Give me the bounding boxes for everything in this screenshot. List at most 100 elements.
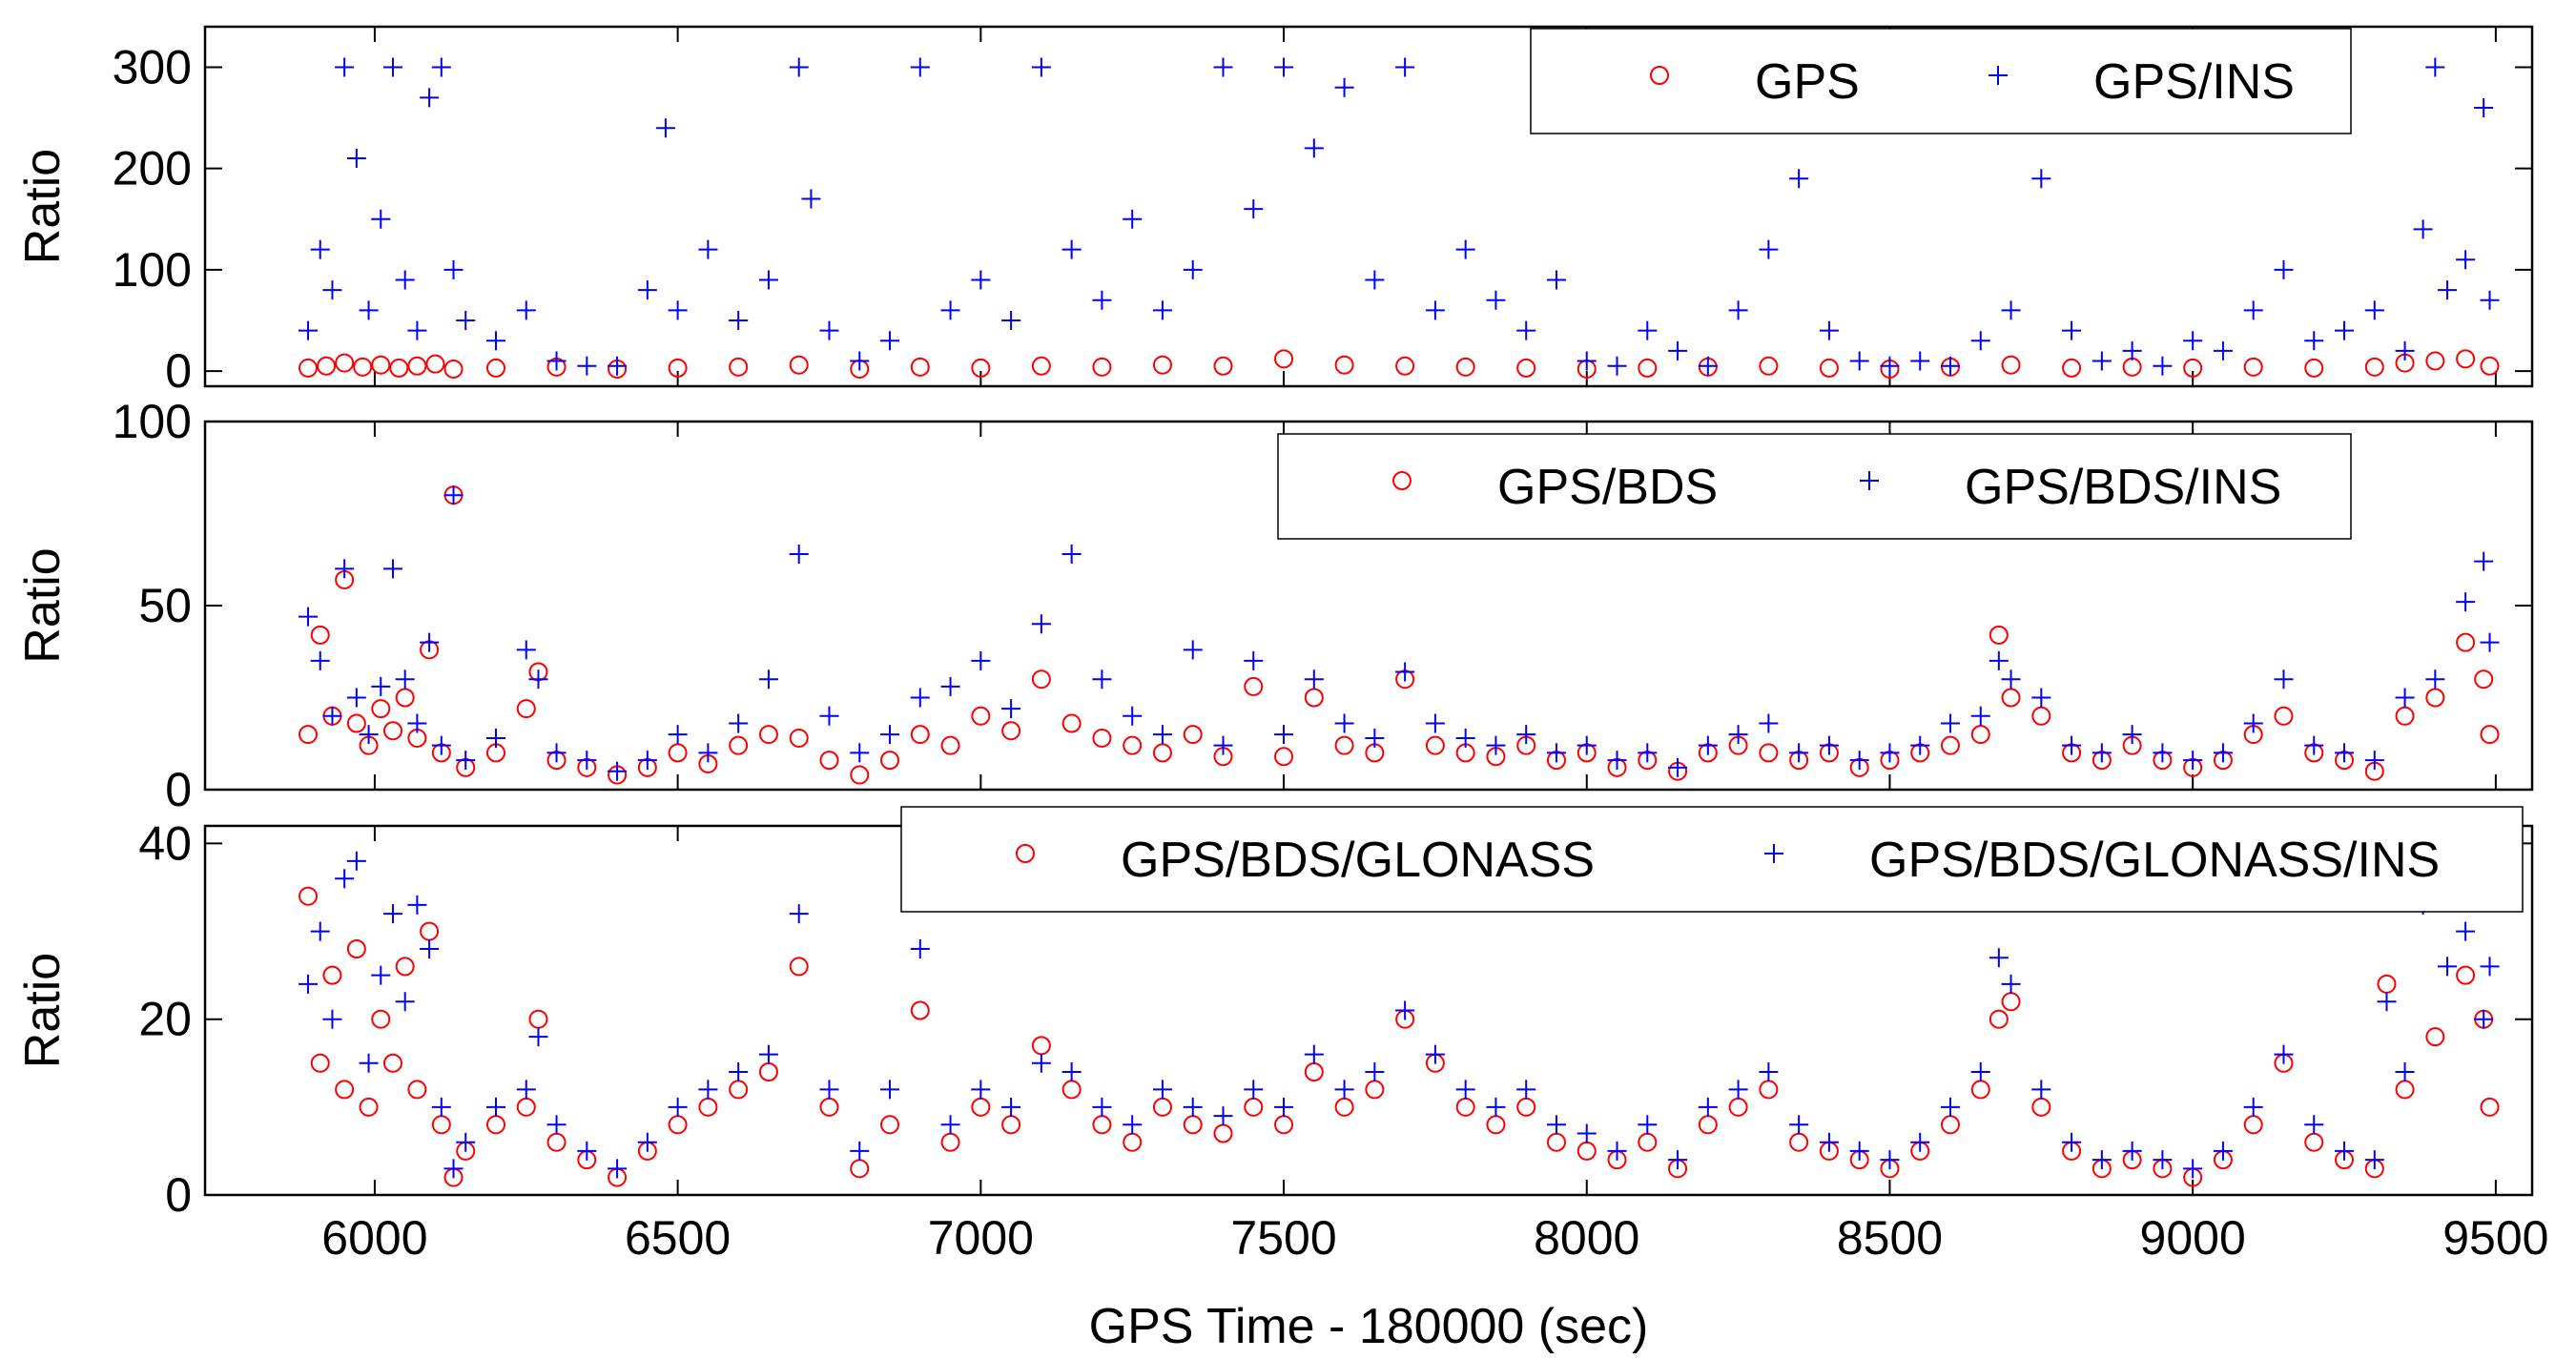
data-point [1152, 300, 1172, 320]
data-point [1759, 356, 1779, 376]
data-point [1365, 1080, 1385, 1100]
data-point [359, 725, 379, 745]
data-point [2480, 290, 2500, 310]
data-point [1486, 290, 1506, 310]
data-point [346, 688, 366, 708]
data-point [1244, 1097, 1264, 1117]
data-point [2335, 743, 2355, 763]
y-axis-label: Ratio [15, 547, 71, 663]
data-point [1092, 669, 1112, 690]
data-point [819, 706, 839, 726]
data-point [2474, 551, 2494, 571]
data-point [971, 1080, 991, 1100]
y-tick-label: 0 [165, 1168, 192, 1222]
data-point [2153, 1150, 2173, 1170]
data-point [486, 358, 505, 378]
data-point [1123, 209, 1143, 229]
data-point [516, 300, 536, 320]
data-point [2395, 706, 2415, 726]
data-point [1092, 290, 1112, 310]
data-point [2456, 349, 2476, 369]
data-point [2001, 688, 2021, 708]
data-point [1001, 699, 1021, 719]
data-point [1395, 662, 1415, 682]
data-point [335, 559, 355, 579]
data-point [577, 751, 597, 771]
data-point [2031, 1097, 2051, 1117]
data-point [443, 1159, 464, 1179]
data-point [1455, 1097, 1475, 1117]
data-point [456, 1132, 476, 1152]
data-point [2425, 1027, 2445, 1047]
data-point [1759, 239, 1779, 259]
data-point [431, 1115, 451, 1135]
data-point [1183, 725, 1203, 745]
data-point [789, 728, 809, 748]
data-point [1395, 1000, 1415, 1020]
data-point [1759, 1080, 1779, 1100]
data-point [2395, 1080, 2415, 1100]
data-point [1880, 743, 1900, 763]
data-point [1031, 356, 1051, 376]
data-point [1274, 725, 1294, 745]
data-point [1152, 1097, 1172, 1117]
data-point [1819, 735, 1839, 755]
data-point [2274, 706, 2294, 726]
data-point [310, 239, 330, 259]
data-point [577, 1141, 597, 1161]
data-point [407, 1080, 427, 1100]
data-point [371, 676, 391, 696]
data-point [431, 1097, 451, 1117]
data-point [1668, 340, 1688, 360]
data-point [819, 320, 839, 340]
data-point [2304, 735, 2324, 755]
data-point [2480, 632, 2500, 652]
y-tick-label: 100 [113, 395, 192, 448]
data-point [1698, 1097, 1718, 1117]
data-point [1789, 1115, 1809, 1135]
data-point [546, 1115, 567, 1135]
data-point [2395, 688, 2415, 708]
data-point [528, 669, 548, 690]
data-point [1425, 300, 1445, 320]
data-point [1546, 1132, 1566, 1152]
data-point [971, 270, 991, 290]
data-point [2062, 1132, 2082, 1152]
data-point [2456, 632, 2476, 652]
data-point [371, 1009, 391, 1029]
data-point [2425, 688, 2445, 708]
data-point [1274, 747, 1294, 767]
data-point [317, 356, 337, 376]
data-point [1819, 1132, 1839, 1152]
data-point [2031, 169, 2051, 189]
y-tick-label: 300 [113, 40, 192, 93]
data-point [2183, 331, 2203, 351]
data-point [1728, 1080, 1748, 1100]
data-point [2304, 358, 2324, 378]
data-point [2395, 340, 2415, 360]
data-point [1183, 1097, 1203, 1117]
data-point [698, 1080, 718, 1100]
data-point [1092, 1115, 1112, 1135]
data-point [2364, 751, 2384, 771]
data-point [819, 751, 839, 771]
data-point [1425, 735, 1445, 755]
data-point [322, 280, 342, 300]
data-point [1274, 349, 1294, 369]
data-point [1941, 356, 1960, 376]
data-point [1123, 1132, 1143, 1152]
data-point [2474, 97, 2494, 117]
data-point [2480, 356, 2500, 376]
data-point [1849, 351, 1869, 371]
y-tick-label: 40 [138, 816, 192, 870]
y-tick-label: 50 [138, 579, 192, 632]
data-point [1244, 676, 1264, 696]
data-point [1274, 1115, 1294, 1135]
data-point [516, 699, 536, 719]
data-point [1698, 356, 1718, 376]
data-point [299, 974, 319, 994]
data-point [395, 992, 415, 1012]
data-point [2456, 921, 2476, 941]
data-point [1304, 688, 1324, 708]
data-point [486, 331, 505, 351]
